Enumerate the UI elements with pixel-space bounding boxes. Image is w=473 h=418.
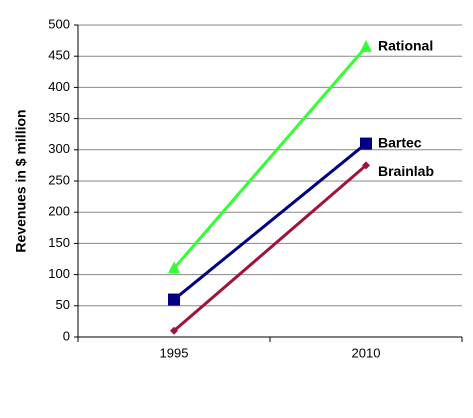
y-axis-title: Revenues in $ million: [13, 109, 29, 252]
y-tick-label: 450: [48, 48, 70, 63]
y-tick-label: 250: [48, 172, 70, 187]
x-tick-label: 2010: [352, 345, 381, 360]
marker: [170, 326, 178, 335]
y-tick-label: 350: [48, 110, 70, 125]
y-tick-label: 300: [48, 141, 70, 156]
y-tick-label: 200: [48, 204, 70, 219]
y-tick-label: 400: [48, 79, 70, 94]
marker: [362, 161, 370, 170]
series-label: Brainlab: [378, 163, 434, 179]
y-tick-label: 100: [48, 266, 70, 281]
series-line: [173, 164, 367, 332]
y-tick-label: 500: [48, 16, 70, 31]
y-tick-label: 0: [63, 328, 70, 343]
series-line: [173, 142, 367, 301]
marker: [168, 261, 180, 274]
marker: [360, 137, 372, 150]
y-tick-label: 150: [48, 235, 70, 250]
series-line: [172, 45, 368, 270]
x-tick-label: 1995: [160, 345, 189, 360]
marker: [168, 293, 180, 306]
series-label: Rational: [378, 38, 433, 54]
series-label: Bartec: [378, 134, 422, 150]
marker: [360, 39, 372, 52]
y-tick-label: 50: [56, 297, 70, 312]
